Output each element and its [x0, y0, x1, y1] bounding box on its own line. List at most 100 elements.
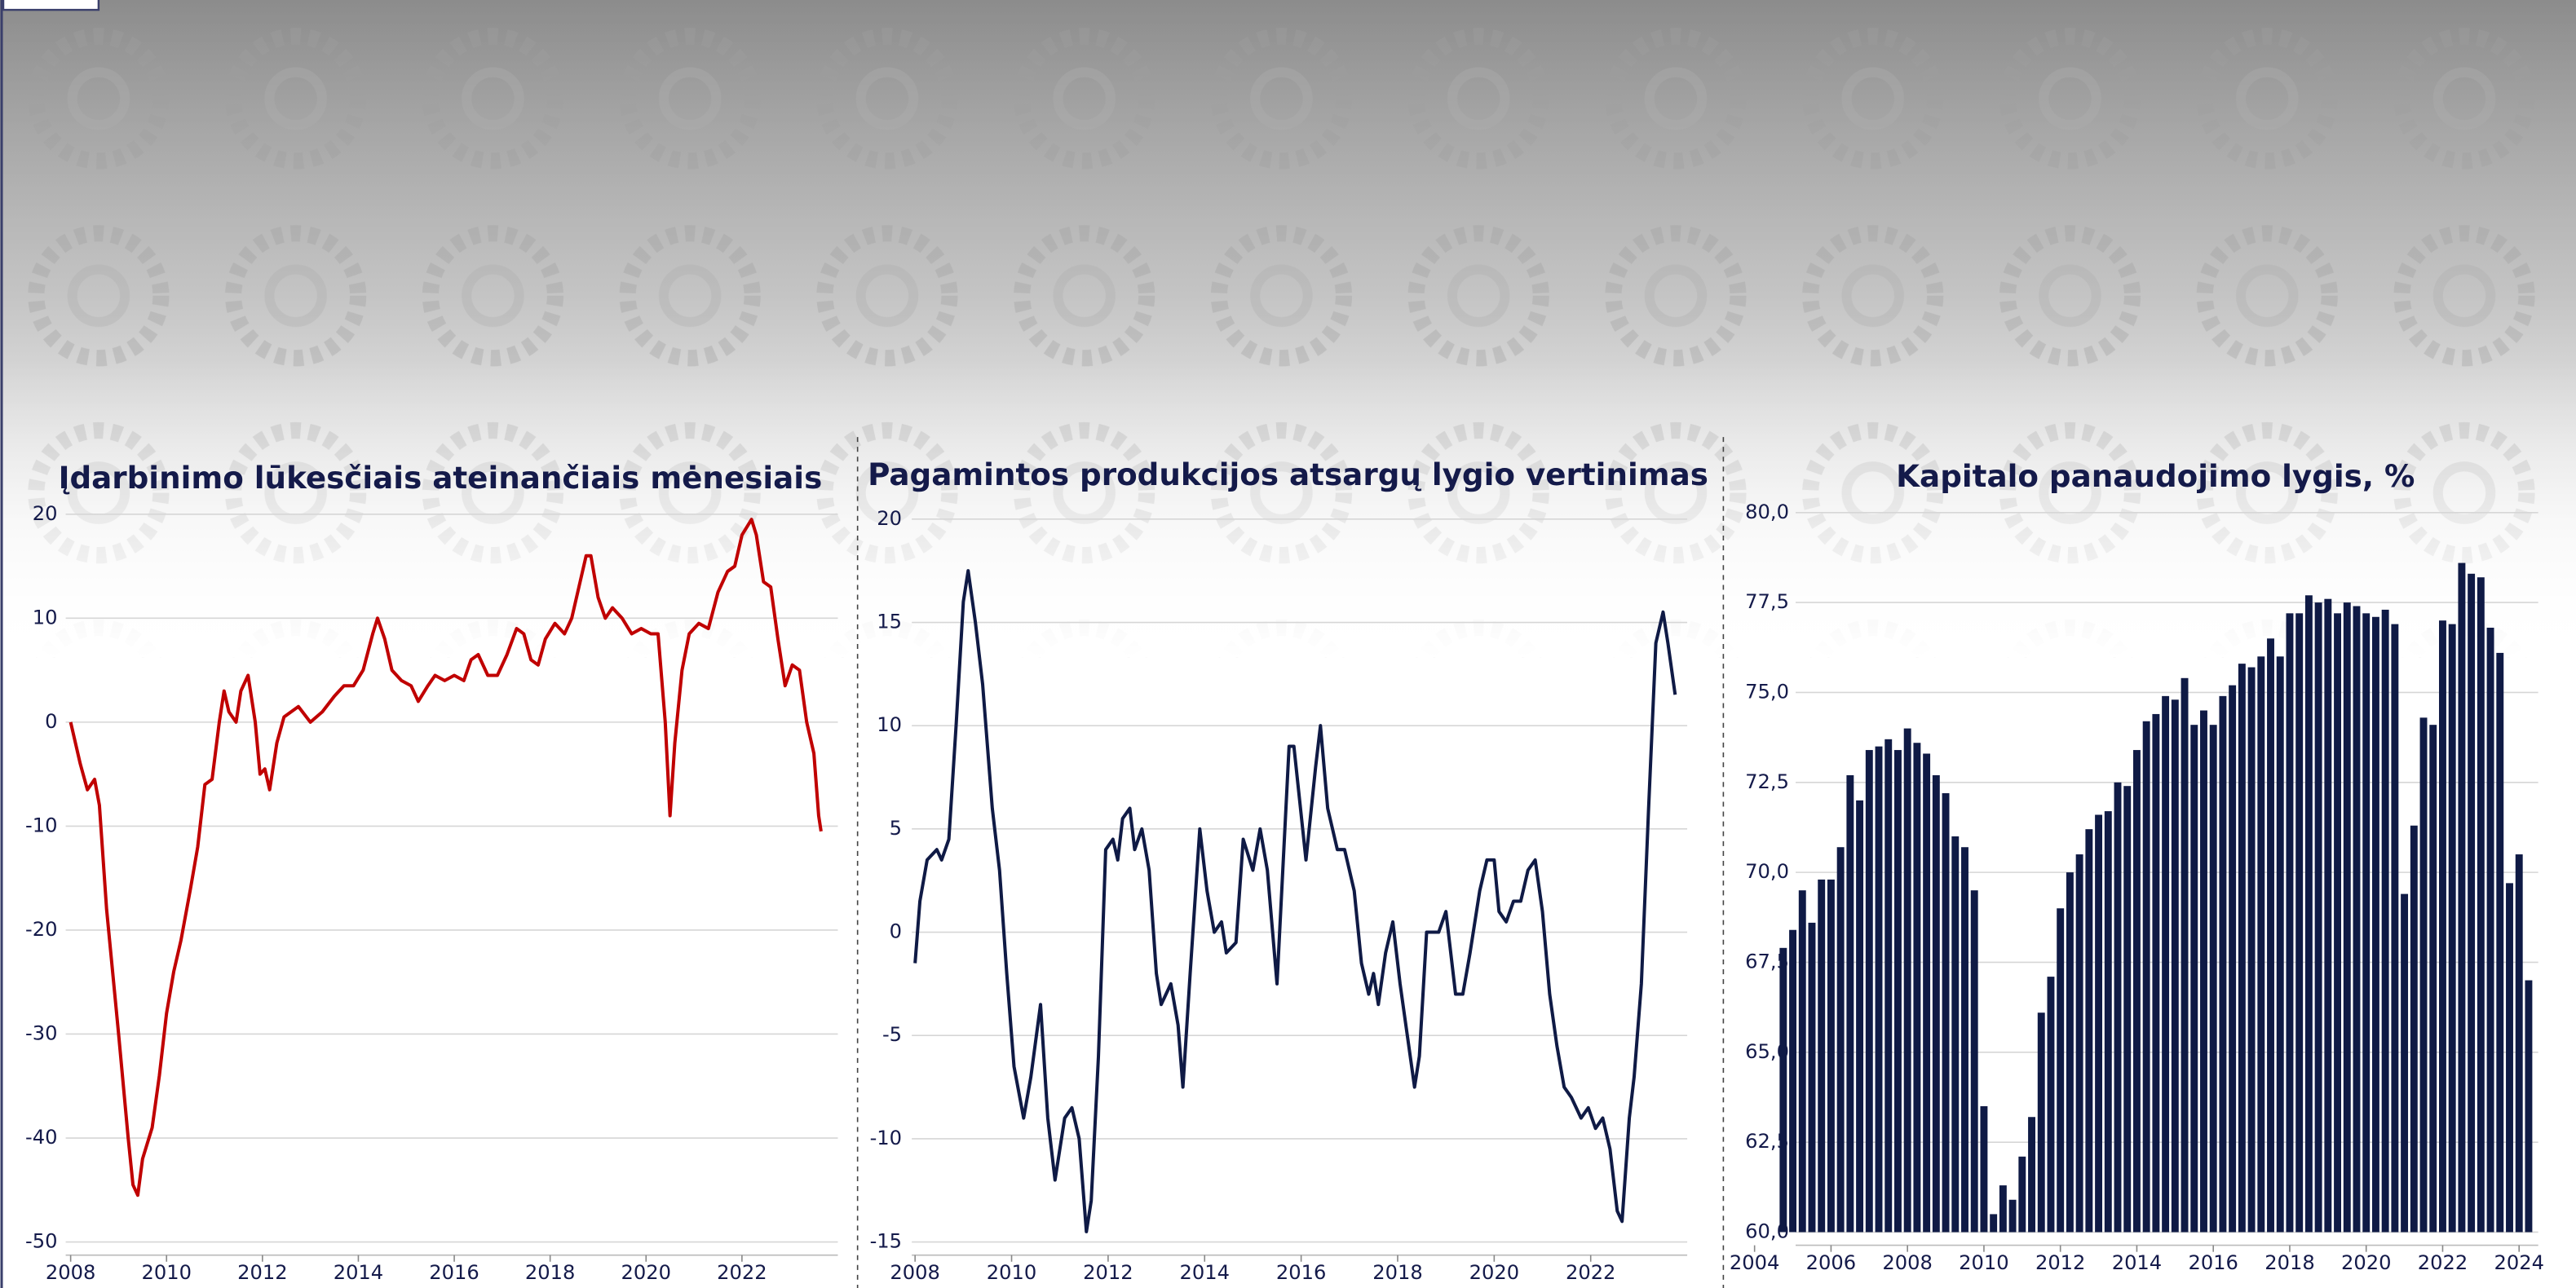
bar [1818, 880, 1825, 1233]
bar [1894, 750, 1902, 1232]
y-tick-label: 5 [890, 817, 902, 840]
x-tick-label: 2020 [2341, 1251, 2391, 1274]
x-tick-label: 2018 [1372, 1261, 1422, 1284]
x-tick-label: 2014 [2112, 1251, 2162, 1274]
y-tick-label: 0 [890, 920, 902, 943]
bar [2190, 725, 2198, 1232]
page: {"chart_data": [ {"type": "line", "title… [0, 0, 2576, 1288]
bar [1904, 729, 1911, 1233]
bar [1971, 890, 1978, 1232]
bar [2105, 811, 2112, 1232]
bar [2362, 613, 2370, 1232]
bar [2391, 624, 2398, 1233]
bar [1942, 793, 1950, 1232]
y-tick-label: -15 [870, 1230, 902, 1253]
bar [2496, 653, 2503, 1233]
y-tick-label: 10 [33, 606, 58, 629]
x-tick-label: 2020 [621, 1261, 671, 1284]
bar [1846, 775, 1854, 1233]
y-tick-label: -20 [25, 918, 57, 941]
y-tick-label: 72,5 [1745, 770, 1789, 793]
bar [1827, 880, 1835, 1233]
y-tick-label: 0 [45, 710, 57, 733]
x-tick-label: 2014 [334, 1261, 383, 1284]
x-tick-label: 2008 [46, 1261, 95, 1284]
dashboard: Įdarbinimo lūkesčiais ateinančiais mėnes… [0, 0, 2576, 1288]
x-tick-label: 2018 [525, 1261, 575, 1284]
bar [1933, 775, 1940, 1233]
bar [2305, 595, 2313, 1232]
bar [1885, 739, 1892, 1233]
header-fade [0, 0, 2576, 657]
bar [2334, 613, 2341, 1232]
bar [2048, 977, 2055, 1232]
x-tick-label: 2024 [2494, 1251, 2543, 1274]
bar [2133, 750, 2141, 1232]
x-tick-label: 2022 [717, 1261, 767, 1284]
x-tick-label: 2022 [1566, 1261, 1615, 1284]
chart-title: Pagamintos produkcijos atsargų lygio ver… [868, 457, 1708, 492]
series-line [915, 571, 1675, 1232]
bar [1913, 743, 1920, 1232]
bar [2439, 620, 2446, 1232]
bar [1990, 1214, 1997, 1232]
y-tick-label: -5 [882, 1023, 902, 1046]
bar [2382, 610, 2389, 1233]
x-tick-label: 2016 [429, 1261, 479, 1284]
bar [2210, 725, 2217, 1232]
bar [2009, 1200, 2017, 1233]
chart-title: Įdarbinimo lūkesčiais ateinančiais mėnes… [59, 460, 823, 496]
bar [2429, 725, 2437, 1232]
bar [2143, 721, 2150, 1233]
bar [2420, 717, 2428, 1232]
x-tick-label: 2010 [987, 1261, 1036, 1284]
bar [2200, 711, 2207, 1233]
bar [2353, 607, 2361, 1233]
bar [2401, 894, 2408, 1233]
y-tick-label: -10 [25, 814, 57, 836]
x-tick-label: 2010 [1959, 1251, 2008, 1274]
y-tick-label: 75,0 [1745, 680, 1789, 703]
bar [2324, 599, 2331, 1233]
bar [2076, 854, 2083, 1232]
bar [2114, 783, 2122, 1233]
y-tick-label: 77,5 [1745, 590, 1789, 613]
bar [2372, 617, 2379, 1233]
bar [2449, 624, 2456, 1233]
y-tick-label: -50 [25, 1230, 57, 1253]
bar [1799, 890, 1806, 1232]
chart-title: Kapitalo panaudojimo lygis, % [1896, 458, 2415, 494]
bar [2229, 686, 2236, 1233]
bar [2468, 574, 2475, 1233]
bar [2238, 664, 2246, 1232]
bar [2344, 602, 2351, 1232]
bar [2162, 696, 2169, 1233]
bar [2219, 696, 2226, 1233]
x-tick-label: 2014 [1180, 1261, 1230, 1284]
y-tick-label: 15 [877, 611, 902, 633]
bar [1866, 750, 1873, 1232]
bar [1961, 847, 1968, 1232]
bar [1856, 801, 1863, 1233]
x-tick-label: 2020 [1469, 1261, 1519, 1284]
x-tick-label: 2022 [2418, 1251, 2468, 1274]
x-tick-label: 2006 [1806, 1251, 1856, 1274]
bar [1837, 847, 1845, 1232]
bar [2172, 699, 2179, 1232]
bar [2181, 678, 2189, 1233]
bar [1876, 747, 1883, 1233]
bar [2085, 829, 2092, 1232]
bar [1809, 923, 1816, 1233]
bar [2267, 638, 2274, 1232]
x-tick-label: 2004 [1730, 1251, 1779, 1274]
bar [2028, 1117, 2035, 1232]
y-tick-label: 80,0 [1745, 501, 1789, 523]
x-tick-label: 2010 [141, 1261, 191, 1284]
x-tick-label: 2012 [1083, 1261, 1133, 1284]
bar [2458, 563, 2465, 1233]
bar [2525, 981, 2532, 1233]
bar [1980, 1106, 1987, 1232]
y-tick-label: 20 [877, 507, 902, 530]
bar [2066, 872, 2074, 1232]
y-tick-label: 10 [877, 713, 902, 736]
